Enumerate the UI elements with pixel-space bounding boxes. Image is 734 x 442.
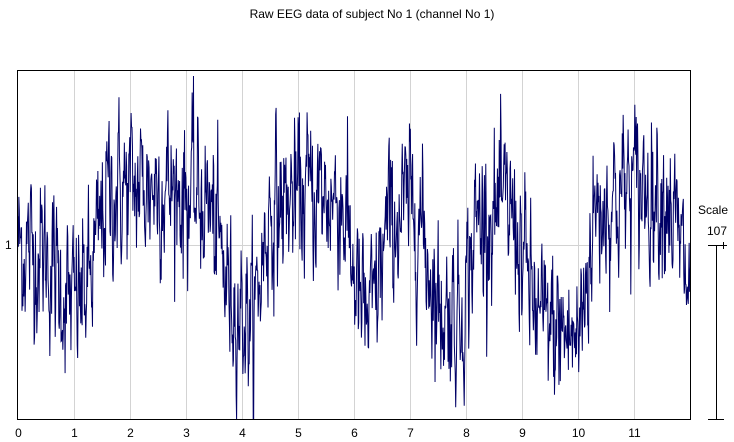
x-tick-label: 4 [239,426,246,440]
x-tick-label: 11 [628,426,641,440]
scale-label: Scale [698,203,729,217]
eeg-trace [17,75,691,420]
x-tick-label: 6 [351,426,358,440]
x-tick-label: 0 [15,426,22,440]
x-tick-label: 8 [463,426,470,440]
channel-label: 1 [5,238,12,252]
x-tick-label: 5 [295,426,302,440]
x-tick-label: 10 [571,426,586,440]
scale-value: 107 [707,224,728,238]
scale-bar [708,242,727,420]
x-tick-label: 7 [407,426,414,440]
x-tick-label: 9 [519,426,526,440]
plot-frame [17,70,691,420]
chart-title: Raw EEG data of subject No 1 (channel No… [249,7,495,21]
x-tick-label: 1 [71,426,78,440]
x-tick-label: 2 [127,426,134,440]
x-tick-label: 3 [183,426,190,440]
